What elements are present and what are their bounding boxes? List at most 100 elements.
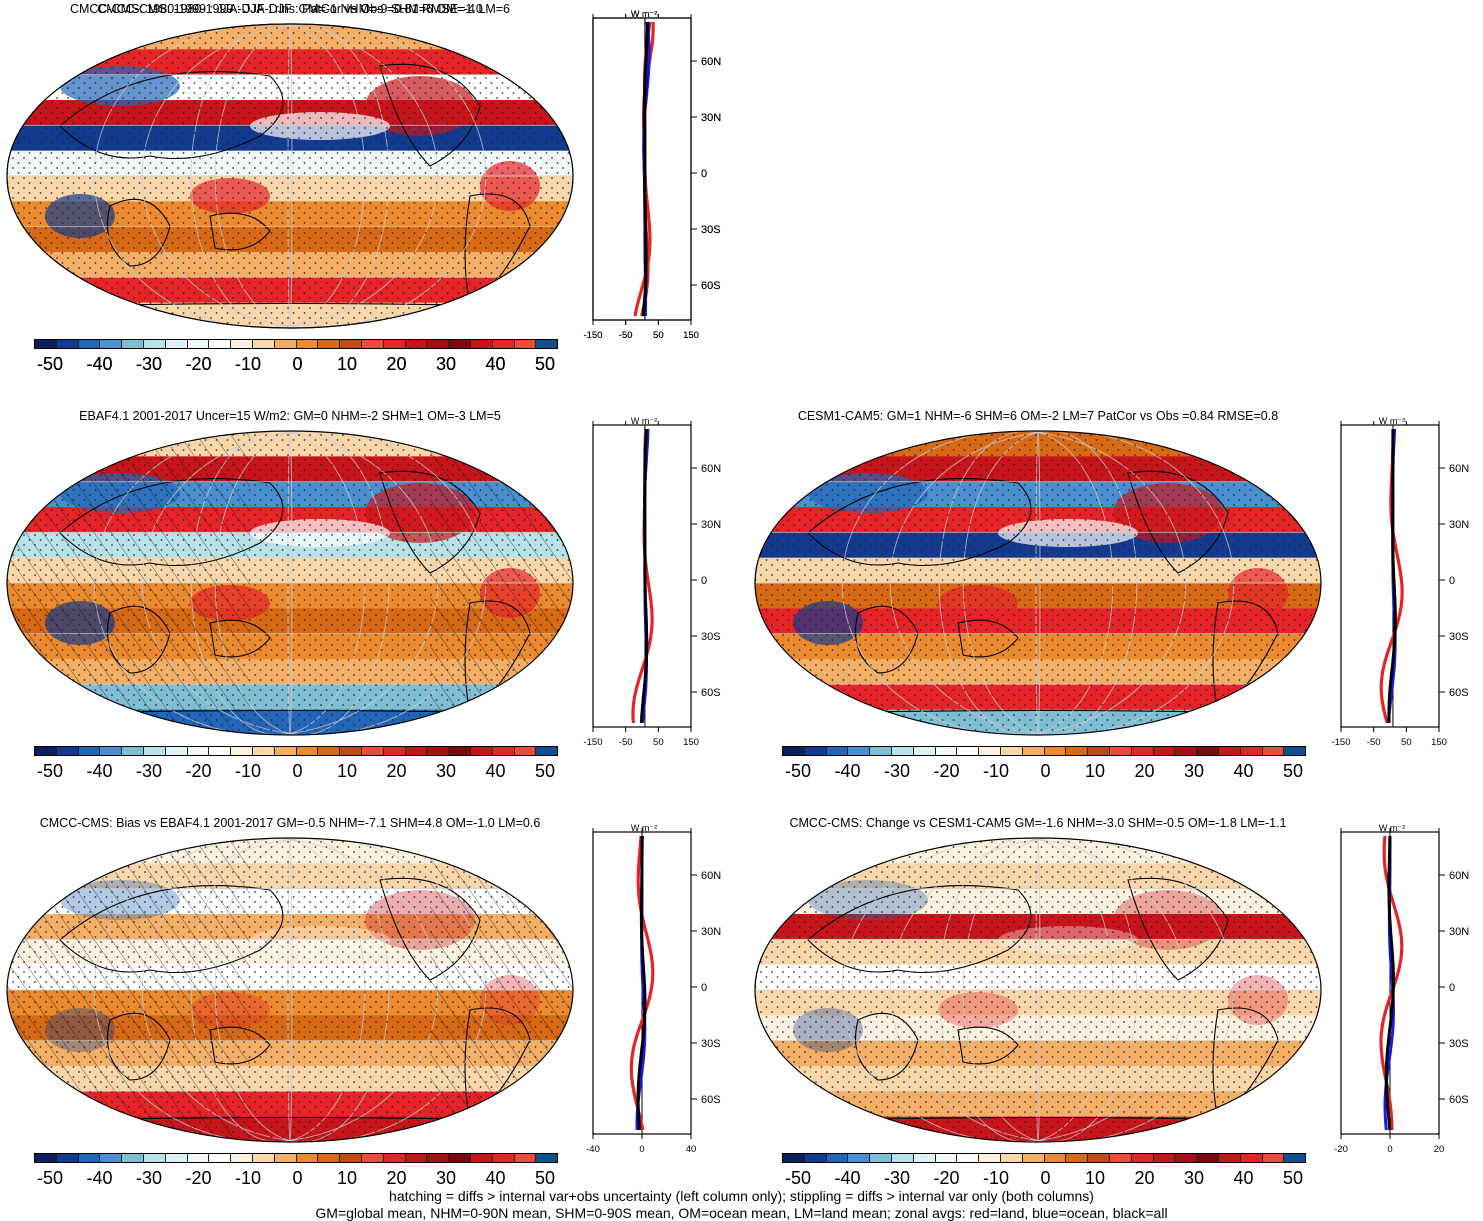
colorbar-swatch	[1197, 747, 1219, 755]
latitude-label: 0	[1449, 575, 1455, 587]
zonal-mean-plot: W m⁻² 60N 30N 0 30S 60S -150 -50 50 150	[1331, 416, 1469, 748]
colorbar-tick-label: 0	[1040, 761, 1051, 781]
colorbar-swatch	[1022, 1154, 1045, 1162]
colorbar-swatch	[826, 1154, 849, 1162]
latitude-label: 0	[1449, 982, 1455, 994]
colorbar-tick-label: -50	[36, 354, 64, 374]
colorbar-swatch	[913, 1154, 936, 1162]
colorbar-ticks: -50 -40 -30 -20 -10 0 10 20 30 40 50	[785, 761, 1308, 783]
colorbar-swatch	[165, 340, 188, 348]
panel-6: CMCC-CMS: Change vs CESM1-CAM5 GM=-1.6 N…	[748, 814, 1483, 1220]
zonal-x-label: -50	[1367, 737, 1381, 748]
colorbar-tick-label: 40	[485, 354, 506, 374]
zonal-x-label: 150	[683, 330, 699, 341]
colorbar-swatch	[492, 747, 515, 755]
colorbar-swatch	[361, 340, 384, 348]
colorbar-swatch	[209, 747, 232, 755]
colorbar-swatch	[783, 747, 805, 755]
latitude-label: 30S	[1449, 631, 1469, 643]
colorbar-swatch	[274, 340, 297, 348]
colorbar-swatch	[1066, 1154, 1089, 1162]
colorbar-tick-label: -10	[234, 354, 262, 374]
colorbar-swatch	[1262, 1154, 1285, 1162]
zonal-x-label: -150	[1331, 737, 1350, 748]
footer-line-2: GM=global mean, NHM=0-90N mean, SHM=0-90…	[315, 1205, 1168, 1221]
colorbar-tick-label: 20	[386, 354, 407, 374]
colorbar-swatch	[143, 747, 166, 755]
zonal-mean-plot: W m⁻² 60N 30N 0 30S 60S -20 0 20	[1334, 823, 1469, 1155]
latitude-label: 60N	[701, 463, 721, 475]
colorbar-swatch	[1044, 747, 1067, 755]
colorbar-swatch	[187, 1154, 210, 1162]
colorbar-swatch	[826, 747, 849, 755]
colorbar-tick-label: 0	[292, 354, 303, 374]
zonal-unit-label: W m⁻²	[631, 823, 657, 833]
colorbar-swatch	[318, 1154, 341, 1162]
colorbar-tick-label: 50	[1282, 761, 1304, 781]
colorbar-tick-label: -30	[135, 761, 163, 781]
latitude-label: 30N	[701, 112, 721, 124]
colorbar-tick-label: -50	[36, 1168, 64, 1188]
colorbar-tick-label: -40	[86, 761, 113, 781]
colorbar-swatch	[1197, 1154, 1219, 1162]
colorbar-swatch	[35, 747, 57, 755]
colorbar-swatch	[122, 340, 144, 348]
latitude-label: 0	[701, 575, 707, 587]
map-plot	[6, 837, 574, 1143]
colorbar-tick-label: 40	[485, 354, 506, 374]
colorbar-swatch	[1240, 1154, 1263, 1162]
latitude-label: 30S	[1449, 1038, 1469, 1050]
colorbar-tick-label: 10	[336, 354, 358, 374]
zonal-x-label: -50	[619, 330, 633, 341]
latitude-label: 60N	[701, 56, 721, 68]
colorbar-tick-label: 30	[435, 354, 457, 374]
map-plot	[754, 837, 1322, 1143]
colorbar-swatch	[1131, 747, 1154, 755]
colorbar-swatch	[252, 747, 275, 755]
colorbar-swatch	[804, 1154, 827, 1162]
colorbar-swatch	[252, 1154, 275, 1162]
colorbar-swatch	[296, 340, 319, 348]
colorbar-swatch	[1153, 1154, 1176, 1162]
colorbar-swatch	[913, 747, 936, 755]
colorbar-tick-label: 40	[485, 1168, 506, 1188]
latitude-label: 60S	[701, 1094, 721, 1106]
zonal-curve	[636, 836, 647, 1131]
latitude-label: 0	[701, 168, 707, 180]
colorbar-swatch	[514, 747, 537, 755]
colorbar-tick-label: -10	[234, 354, 262, 374]
colorbar-swatch	[361, 747, 384, 755]
zonal-x-label: 50	[653, 737, 664, 748]
colorbar-swatch	[427, 747, 450, 755]
colorbar-tick-label: 0	[292, 761, 303, 781]
colorbar-swatch	[405, 1154, 428, 1162]
panel-title: EBAF4.1 2001-2017 Uncer=15 W/m2: GM=0 NH…	[79, 409, 501, 423]
panel-title: CMCC-CMS: Bias vs EBAF4.1 2001-2017 GM=-…	[39, 816, 541, 830]
zonal-x-label: 150	[1431, 737, 1447, 748]
colorbar-swatch	[1109, 747, 1132, 755]
colorbar-swatch	[427, 1154, 450, 1162]
colorbar-tick-label: 20	[1134, 1168, 1155, 1188]
colorbar-swatch	[340, 747, 362, 755]
latitude-label: 30S	[701, 1038, 721, 1050]
colorbar-swatch	[209, 340, 232, 348]
zonal-x-label: 150	[683, 737, 699, 748]
zonal-mean-plot: W m⁻² 60N 30N 0 30S 60S -150 -50 50 150	[583, 9, 721, 341]
colorbar-swatch	[56, 747, 79, 755]
panel-3: EBAF4.1 2001-2017 Uncer=15 W/m2: GM=0 NH…	[0, 407, 740, 813]
colorbar-tick-label: -20	[933, 761, 960, 781]
colorbar-tick-label: 10	[336, 354, 358, 374]
colorbar-swatch	[804, 747, 827, 755]
colorbar-swatch	[783, 1154, 805, 1162]
colorbar-swatch	[405, 747, 428, 755]
footer-line-1: hatching = diffs > internal var+obs unce…	[389, 1188, 1094, 1204]
colorbar-swatch	[274, 747, 297, 755]
colorbar-swatch	[100, 747, 123, 755]
latitude-label: 0	[701, 982, 707, 994]
map-plot	[754, 430, 1322, 736]
colorbar-tick-label: -40	[834, 761, 861, 781]
colorbar-swatch	[1175, 1154, 1198, 1162]
zonal-curve	[629, 835, 655, 1131]
colorbar-swatch	[340, 340, 362, 348]
colorbar-swatch	[449, 747, 471, 755]
